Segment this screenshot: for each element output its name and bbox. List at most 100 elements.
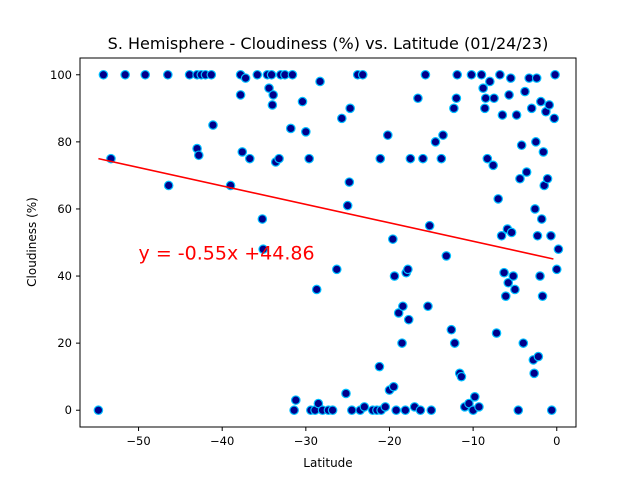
data-point xyxy=(496,230,507,241)
data-point xyxy=(244,153,255,164)
data-point xyxy=(266,69,277,80)
data-point xyxy=(446,324,457,335)
data-point xyxy=(493,194,504,204)
data-point xyxy=(389,271,400,281)
data-point xyxy=(513,405,524,416)
data-point xyxy=(426,405,437,416)
data-point xyxy=(140,69,151,80)
data-point xyxy=(438,130,448,140)
data-point xyxy=(464,398,474,409)
regression-layer xyxy=(98,157,554,260)
data-point xyxy=(418,153,428,164)
data-points xyxy=(93,69,564,416)
data-point xyxy=(336,113,347,124)
data-point xyxy=(478,83,488,93)
x-axis-label: Latitude xyxy=(303,456,352,470)
data-point xyxy=(546,405,557,416)
data-point xyxy=(510,284,520,295)
y-tick-label: 20 xyxy=(57,336,72,350)
data-point xyxy=(424,220,435,231)
data-point xyxy=(504,90,514,100)
data-point xyxy=(537,291,548,301)
data-point xyxy=(413,93,423,104)
data-point xyxy=(535,271,545,281)
data-point xyxy=(289,405,299,416)
data-point xyxy=(311,284,322,295)
data-point xyxy=(345,103,355,114)
data-point xyxy=(488,160,498,171)
data-point xyxy=(521,167,532,177)
data-point xyxy=(405,153,416,164)
data-point xyxy=(274,153,284,164)
data-point xyxy=(550,69,560,80)
data-point xyxy=(430,137,441,147)
data-point xyxy=(403,264,413,275)
data-point xyxy=(347,405,357,416)
data-point xyxy=(480,93,491,104)
data-point xyxy=(538,147,549,157)
data-point xyxy=(208,120,218,130)
data-point xyxy=(546,230,556,241)
data-point xyxy=(499,267,509,278)
data-point xyxy=(285,123,296,134)
data-point xyxy=(313,398,324,409)
data-point xyxy=(549,113,560,124)
data-point xyxy=(482,153,493,164)
data-point xyxy=(268,90,279,100)
data-point xyxy=(420,69,431,80)
data-point xyxy=(518,338,529,348)
data-point xyxy=(480,103,490,114)
plot-area-frame xyxy=(79,57,577,428)
x-tick-label: −40 xyxy=(210,434,234,448)
data-point xyxy=(375,153,386,164)
data-point xyxy=(531,137,541,147)
y-axis-ticks: 0 20 40 60 80 100 xyxy=(50,68,80,417)
data-point xyxy=(449,103,459,114)
data-point xyxy=(290,395,301,405)
data-point xyxy=(331,264,342,275)
x-tick-label: −20 xyxy=(377,434,401,448)
data-point xyxy=(532,230,543,241)
data-point xyxy=(287,69,298,80)
data-point xyxy=(397,338,407,348)
data-point xyxy=(315,76,325,87)
data-point xyxy=(536,214,547,224)
data-point xyxy=(489,93,499,104)
y-tick-label: 0 xyxy=(65,403,72,417)
data-point xyxy=(466,69,477,80)
data-point xyxy=(344,177,355,187)
x-axis-ticks: −50 −40 −30 −20 −10 0 xyxy=(126,427,560,448)
data-point xyxy=(252,69,263,80)
data-point xyxy=(531,73,542,83)
data-point xyxy=(341,388,351,399)
x-tick-label: −50 xyxy=(126,434,150,448)
data-point xyxy=(400,405,411,416)
data-point xyxy=(536,96,546,107)
data-point xyxy=(342,200,353,211)
data-point xyxy=(505,73,516,83)
data-point xyxy=(163,69,173,80)
data-point xyxy=(520,86,530,97)
regression-line xyxy=(98,157,554,260)
data-point xyxy=(491,328,502,338)
data-point xyxy=(258,244,268,255)
data-point xyxy=(526,103,537,114)
data-point xyxy=(374,361,385,372)
data-point xyxy=(451,93,462,104)
data-point xyxy=(98,69,109,80)
data-point xyxy=(380,402,391,412)
y-tick-label: 40 xyxy=(57,269,72,283)
data-point xyxy=(495,69,505,80)
data-point xyxy=(423,301,433,312)
data-point xyxy=(193,150,204,161)
data-point xyxy=(476,69,487,80)
chart-title: S. Hemisphere - Cloudiness (%) vs. Latit… xyxy=(108,34,549,53)
data-point xyxy=(542,173,553,184)
data-point xyxy=(163,180,174,191)
data-point xyxy=(327,405,338,416)
data-point xyxy=(508,271,519,281)
x-tick-label: 0 xyxy=(553,434,560,448)
data-point xyxy=(301,127,311,137)
data-point xyxy=(469,392,480,402)
